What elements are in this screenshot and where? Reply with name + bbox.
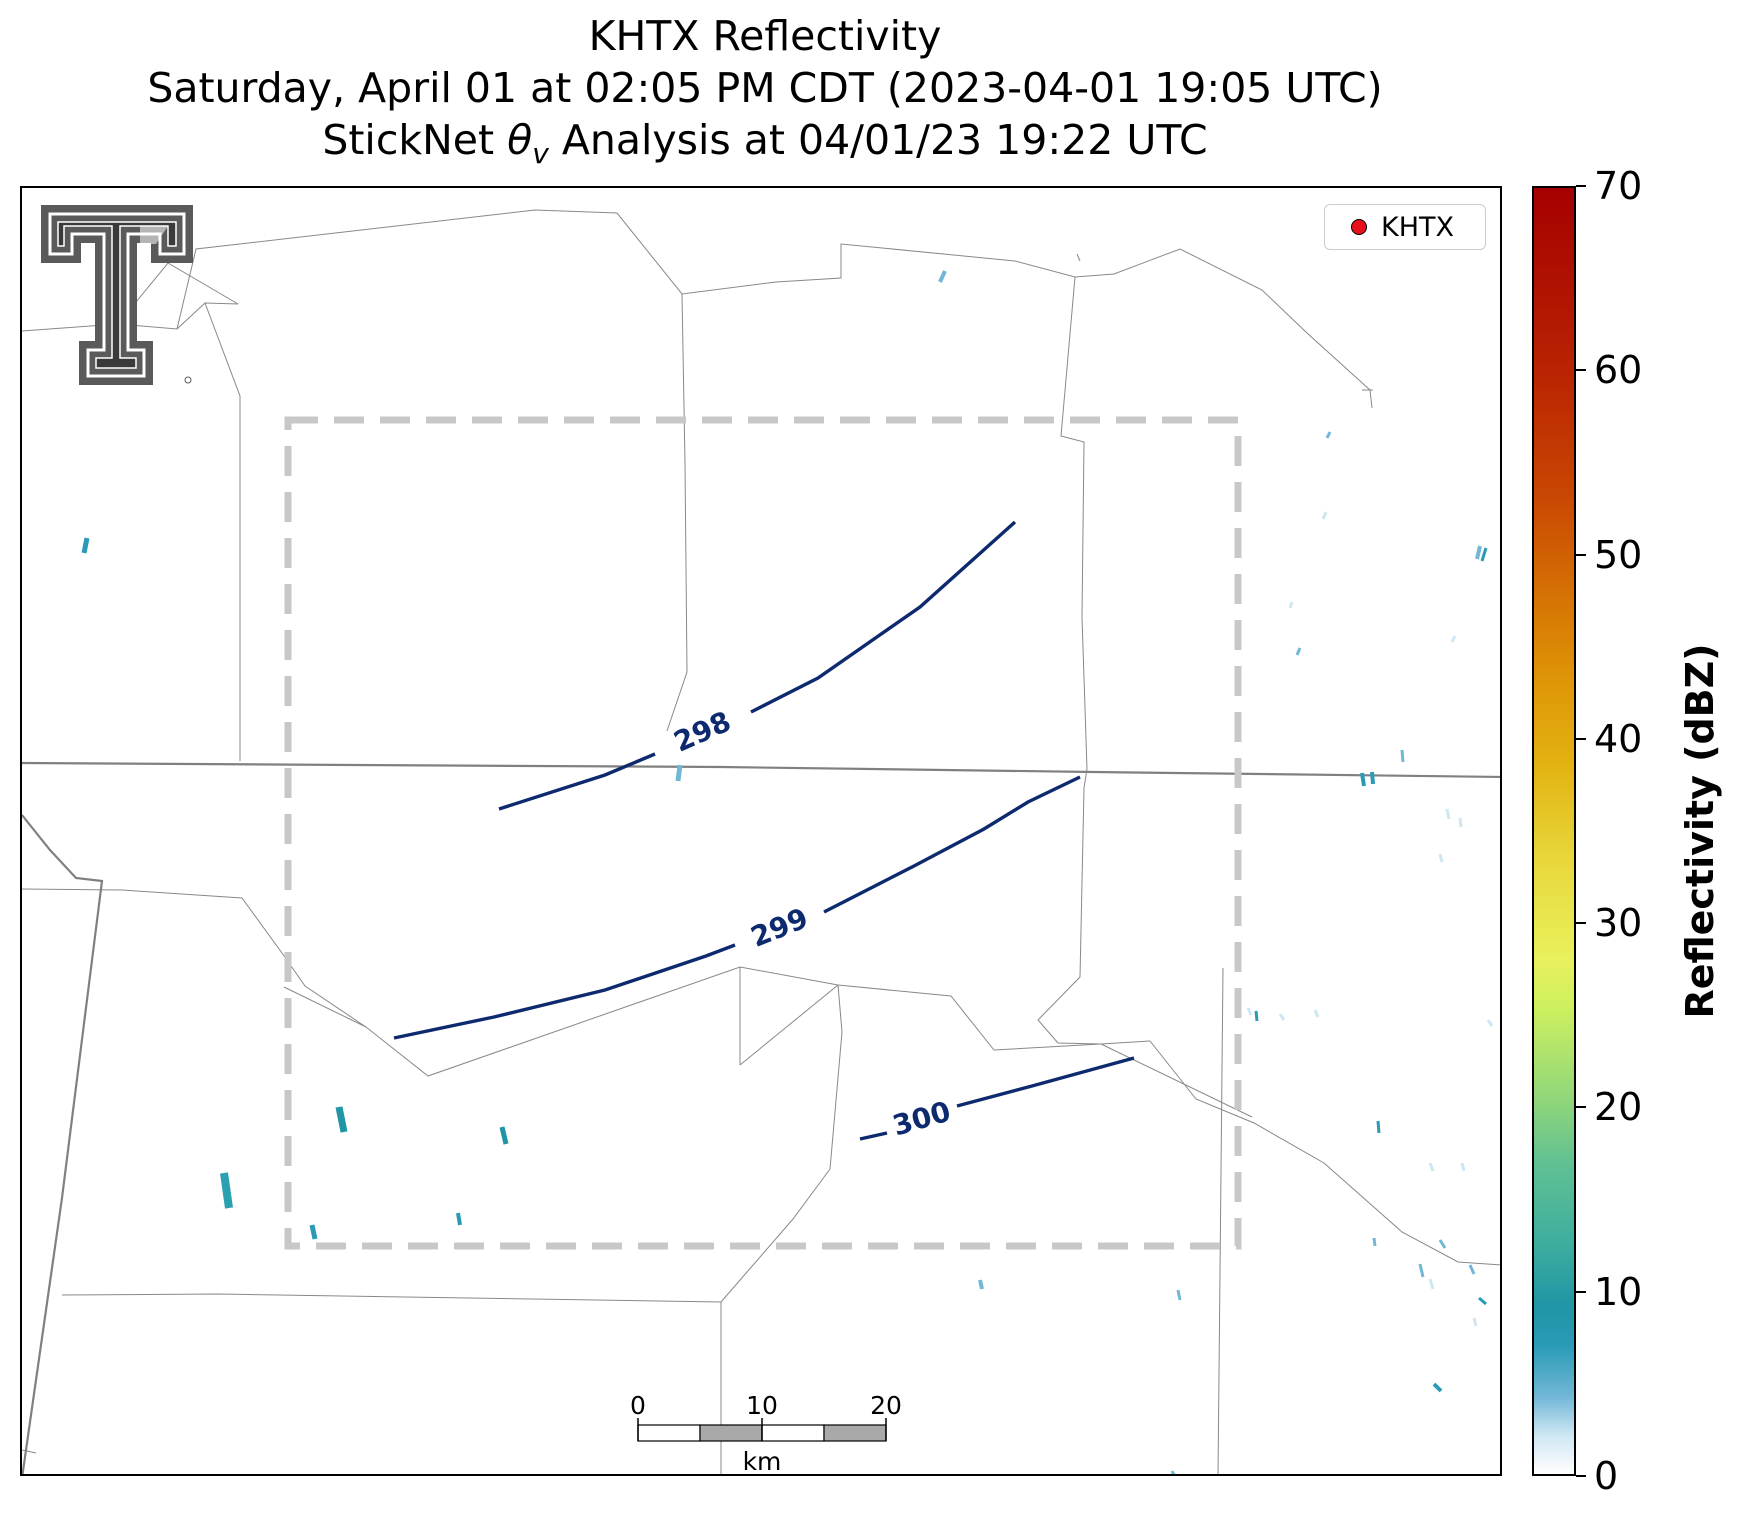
colorbar-tick-label: 0 xyxy=(1594,1454,1619,1498)
contour-label-300: 300 xyxy=(889,1095,954,1143)
scale-bar: 0 10 20 km xyxy=(630,1391,902,1476)
colorbar-tick-label: 30 xyxy=(1594,901,1643,946)
radar-map[interactable]: 298 299 300 0 10 20 km KHTX xyxy=(20,186,1502,1476)
colorbar-tick-label: 50 xyxy=(1594,532,1643,577)
map-legend: KHTX xyxy=(1324,204,1486,250)
legend-label: KHTX xyxy=(1381,211,1454,243)
colorbar-tick-mark xyxy=(1576,1475,1586,1477)
title-line-1: KHTX Reflectivity xyxy=(588,12,942,60)
colorbar-tick-mark xyxy=(1576,922,1586,925)
colorbar-tick-label: 60 xyxy=(1594,348,1643,393)
colorbar-tick-mark xyxy=(1576,553,1586,556)
title-line-3: StickNet θv Analysis at 04/01/23 19:22 U… xyxy=(0,116,1530,178)
radar-site-marker-icon xyxy=(1351,219,1367,235)
colorbar-tick-label: 70 xyxy=(1594,164,1643,208)
contour-300-line xyxy=(859,1131,888,1141)
analysis-domain-box xyxy=(284,416,1242,1250)
colorbar-tick-label: 40 xyxy=(1594,716,1643,761)
title-line-2: Saturday, April 01 at 02:05 PM CDT (2023… xyxy=(147,64,1383,112)
colorbar-tick-label: 20 xyxy=(1594,1085,1643,1130)
colorbar-tick-mark xyxy=(1576,185,1586,187)
double-t-logo-icon xyxy=(41,205,193,385)
contour-298-line-upper xyxy=(750,520,1017,714)
scale-tick-0: 0 xyxy=(630,1391,646,1420)
county-boundaries xyxy=(22,209,1500,1474)
map-canvas: 298 299 300 0 10 20 km xyxy=(22,209,1500,1476)
theta-symbol: θ xyxy=(507,116,533,164)
colorbar-tick-mark xyxy=(1576,369,1586,372)
scale-tick-20: 20 xyxy=(870,1391,902,1420)
title-line-3-prefix: StickNet xyxy=(322,116,508,164)
contour-299-line-upper xyxy=(823,775,1081,914)
colorbar-title: Reflectivity (dBZ) xyxy=(1678,643,1722,1019)
contour-299-line xyxy=(393,943,736,1040)
state-borders xyxy=(22,761,1500,1474)
theta-subscript: v xyxy=(532,137,549,171)
colorbar-tick-label: 10 xyxy=(1594,1269,1643,1314)
title-line-3-suffix: Analysis at 04/01/23 19:22 UTC xyxy=(548,116,1208,164)
reflectivity-colorbar xyxy=(1532,186,1576,1476)
colorbar-tick-mark xyxy=(1576,737,1586,740)
scale-tick-10: 10 xyxy=(746,1391,778,1420)
contour-298-line xyxy=(498,752,656,811)
contour-label-299: 299 xyxy=(746,901,813,953)
colorbar-tick-mark xyxy=(1576,1106,1586,1109)
contour-300-line-right xyxy=(956,1056,1135,1108)
theta-v-contours xyxy=(393,520,1135,1141)
colorbar-tick-mark xyxy=(1576,1290,1586,1293)
contour-label-298: 298 xyxy=(669,705,736,759)
radar-echoes xyxy=(81,270,1494,1474)
scale-unit: km xyxy=(743,1447,782,1476)
